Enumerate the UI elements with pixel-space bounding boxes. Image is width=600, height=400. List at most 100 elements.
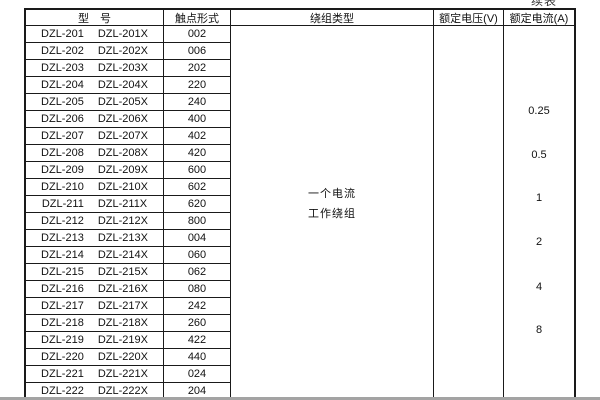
contact-form-cell: 600: [164, 162, 231, 179]
model-number: DZL-206: [41, 113, 84, 125]
model-number-x: DZL-220X: [97, 351, 148, 363]
model-cell: DZL-206 DZL-206X: [26, 111, 164, 128]
model-number: DZL-207: [41, 130, 84, 142]
model-number: DZL-222: [41, 385, 84, 397]
column-header-model: 型 号: [26, 10, 164, 26]
model-number-x: DZL-213X: [97, 232, 148, 244]
model-cell: DZL-212 DZL-212X: [26, 213, 164, 230]
contact-form-cell: 080: [164, 281, 231, 298]
contact-form-cell: 402: [164, 128, 231, 145]
model-cell: DZL-217 DZL-217X: [26, 298, 164, 315]
model-number-x: DZL-201X: [97, 28, 148, 40]
model-cell: DZL-220 DZL-220X: [26, 349, 164, 366]
contact-form-cell: 800: [164, 213, 231, 230]
bottom-edge-bar: [0, 397, 600, 400]
column-header-contact-form: 触点形式: [164, 10, 231, 26]
model-number: DZL-203: [41, 62, 84, 74]
rated-current-value: 2: [535, 236, 543, 248]
contact-form-cell: 620: [164, 196, 231, 213]
model-number: DZL-214: [41, 249, 84, 261]
model-number-x: DZL-217X: [97, 300, 148, 312]
model-number: DZL-221: [41, 368, 84, 380]
model-number-x: DZL-204X: [97, 79, 148, 91]
model-number-x: DZL-208X: [97, 147, 148, 159]
contact-form-cell: 240: [164, 94, 231, 111]
rated-voltage-merged-cell: [434, 26, 504, 400]
model-number: DZL-216: [41, 283, 84, 295]
model-number: DZL-217: [41, 300, 84, 312]
model-number-x: DZL-212X: [97, 215, 148, 227]
contact-form-cell: 060: [164, 247, 231, 264]
contact-form-cell: 002: [164, 26, 231, 43]
column-header-winding-type: 绕组类型: [231, 10, 434, 26]
model-number: DZL-210: [41, 181, 84, 193]
model-number-x: DZL-203X: [97, 62, 148, 74]
model-number-x: DZL-211X: [97, 198, 148, 210]
model-cell: DZL-205 DZL-205X: [26, 94, 164, 111]
relay-spec-table: 型 号 触点形式 绕组类型 额定电压(V) 额定电流(A) 一个电流 工作绕组 …: [24, 8, 576, 400]
model-number-x: DZL-202X: [97, 45, 148, 57]
contact-form-cell: 260: [164, 315, 231, 332]
model-number-x: DZL-205X: [97, 96, 148, 108]
model-number: DZL-211: [41, 198, 84, 210]
rated-current-value: 0.5: [531, 149, 547, 161]
winding-type-merged-cell: 一个电流 工作绕组: [231, 26, 434, 400]
model-number: DZL-205: [41, 96, 84, 108]
model-number-x: DZL-209X: [97, 164, 148, 176]
contact-form-cell: 440: [164, 349, 231, 366]
model-number-x: DZL-222X: [97, 385, 148, 397]
contact-form-cell: 242: [164, 298, 231, 315]
model-cell: DZL-221 DZL-221X: [26, 366, 164, 383]
contact-form-cell: 422: [164, 332, 231, 349]
model-cell: DZL-201 DZL-201X: [26, 26, 164, 43]
model-number: DZL-220: [41, 351, 84, 363]
contact-form-cell: 420: [164, 145, 231, 162]
model-cell: DZL-218 DZL-218X: [26, 315, 164, 332]
model-number-x: DZL-210X: [97, 181, 148, 193]
model-cell: DZL-209 DZL-209X: [26, 162, 164, 179]
contact-form-cell: 062: [164, 264, 231, 281]
model-cell: DZL-208 DZL-208X: [26, 145, 164, 162]
model-cell: DZL-204 DZL-204X: [26, 77, 164, 94]
model-number-x: DZL-207X: [97, 130, 148, 142]
model-cell: DZL-210 DZL-210X: [26, 179, 164, 196]
model-cell: DZL-214 DZL-214X: [26, 247, 164, 264]
rated-current-value: 1: [535, 192, 543, 204]
contact-form-cell: 220: [164, 77, 231, 94]
rated-current-value: 4: [535, 281, 543, 293]
model-number-x: DZL-218X: [97, 317, 148, 329]
rated-current-value: 0.25: [528, 105, 550, 117]
model-number: DZL-201: [41, 28, 84, 40]
spec-table-grid: 型 号 触点形式 绕组类型 额定电压(V) 额定电流(A) 一个电流 工作绕组 …: [26, 10, 574, 400]
contact-form-cell: 400: [164, 111, 231, 128]
rated-current-merged-cell: 0.25 0.5 1 2 4 8: [504, 26, 574, 400]
model-number-x: DZL-216X: [97, 283, 148, 295]
model-cell: DZL-216 DZL-216X: [26, 281, 164, 298]
rated-current-value: 8: [535, 324, 543, 336]
winding-type-line-1: 一个电流: [308, 188, 356, 200]
contact-form-cell: 202: [164, 60, 231, 77]
model-cell: DZL-202 DZL-202X: [26, 43, 164, 60]
model-number: DZL-208: [41, 147, 84, 159]
model-number: DZL-219: [41, 334, 84, 346]
model-cell: DZL-219 DZL-219X: [26, 332, 164, 349]
column-header-rated-voltage: 额定电压(V): [434, 10, 504, 26]
contact-form-cell: 024: [164, 366, 231, 383]
column-header-rated-current: 额定电流(A): [504, 10, 574, 26]
model-number: DZL-213: [41, 232, 84, 244]
model-number: DZL-215: [41, 266, 84, 278]
winding-type-line-2: 工作绕组: [308, 208, 356, 220]
contact-form-cell: 004: [164, 230, 231, 247]
model-number-x: DZL-214X: [97, 249, 148, 261]
model-number-x: DZL-215X: [97, 266, 148, 278]
model-cell: DZL-215 DZL-215X: [26, 264, 164, 281]
contact-form-cell: 602: [164, 179, 231, 196]
model-number: DZL-212: [41, 215, 84, 227]
model-number-x: DZL-221X: [97, 368, 148, 380]
model-number: DZL-202: [41, 45, 84, 57]
model-cell: DZL-213 DZL-213X: [26, 230, 164, 247]
model-number: DZL-218: [41, 317, 84, 329]
model-cell: DZL-203 DZL-203X: [26, 60, 164, 77]
model-number: DZL-209: [41, 164, 84, 176]
model-number: DZL-204: [41, 79, 84, 91]
